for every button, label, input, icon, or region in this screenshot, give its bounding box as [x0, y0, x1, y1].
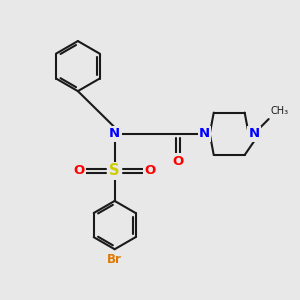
- Text: N: N: [109, 127, 120, 140]
- Text: S: S: [110, 163, 120, 178]
- Text: CH₃: CH₃: [271, 106, 289, 116]
- Text: Br: Br: [107, 253, 122, 266]
- Text: O: O: [74, 164, 85, 177]
- Text: N: N: [199, 127, 210, 140]
- Text: N: N: [248, 127, 260, 140]
- Text: O: O: [144, 164, 156, 177]
- Text: O: O: [172, 155, 184, 168]
